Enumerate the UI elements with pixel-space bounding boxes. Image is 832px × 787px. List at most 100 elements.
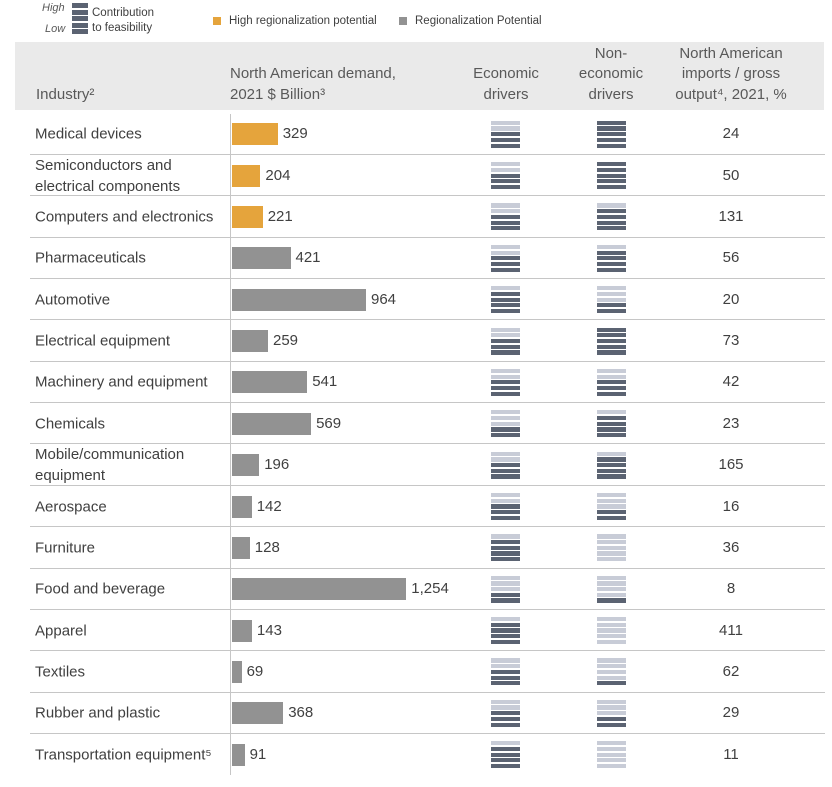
non-economic-driver-segment bbox=[597, 493, 626, 498]
economic-driver-segment bbox=[491, 132, 520, 137]
non-economic-driver-segment bbox=[597, 540, 626, 545]
demand-bar bbox=[232, 205, 263, 228]
demand-value-label: 69 bbox=[246, 662, 264, 680]
demand-bar bbox=[232, 619, 252, 642]
non-economic-driver-segment bbox=[597, 137, 626, 143]
non-economic-driver-indicator bbox=[597, 203, 626, 231]
economic-driver-indicator bbox=[491, 699, 520, 727]
demand-bar bbox=[232, 164, 261, 187]
economic-driver-indicator bbox=[491, 120, 520, 148]
scale-segment bbox=[72, 16, 88, 22]
economic-driver-segment bbox=[491, 498, 520, 503]
table-row: Electrical equipment 259 73 bbox=[0, 320, 832, 362]
non-economic-driver-indicator bbox=[597, 575, 626, 603]
economic-driver-segment bbox=[491, 297, 520, 302]
economic-driver-indicator bbox=[491, 493, 520, 520]
non-economic-driver-indicator bbox=[597, 120, 626, 148]
non-economic-driver-segment bbox=[597, 380, 626, 385]
demand-value-label: 541 bbox=[312, 373, 338, 391]
non-economic-driver-segment bbox=[597, 338, 626, 344]
row-divider bbox=[30, 319, 825, 321]
demand-value-label: 142 bbox=[256, 497, 282, 515]
non-economic-driver-segment bbox=[597, 711, 626, 716]
economic-driver-indicator bbox=[491, 741, 520, 769]
economic-driver-indicator bbox=[491, 658, 520, 686]
non-economic-driver-indicator bbox=[597, 286, 626, 314]
economic-driver-segment bbox=[491, 421, 520, 426]
industry-label: Furniture bbox=[35, 539, 96, 557]
industry-label: Mobile/communication equipment bbox=[35, 446, 185, 485]
economic-driver-segment bbox=[491, 711, 520, 716]
non-economic-driver-segment bbox=[597, 592, 626, 597]
economic-driver-segment bbox=[491, 474, 520, 479]
non-economic-driver-segment bbox=[597, 391, 626, 396]
economic-driver-segment bbox=[491, 214, 520, 220]
economic-driver-indicator bbox=[491, 203, 520, 231]
imports-share-value: 24 bbox=[722, 125, 740, 143]
economic-driver-indicator bbox=[491, 410, 520, 438]
industry-label: Apparel bbox=[35, 622, 87, 640]
non-economic-driver-segment bbox=[597, 705, 626, 710]
non-economic-driver-segment bbox=[597, 415, 626, 421]
row-divider bbox=[30, 732, 825, 734]
non-economic-driver-segment bbox=[597, 333, 626, 338]
non-economic-driver-segment bbox=[597, 203, 626, 208]
legend-item-potential: Regionalization Potential bbox=[399, 14, 542, 28]
industry-label: Electrical equipment bbox=[35, 332, 171, 350]
economic-driver-segment bbox=[491, 209, 520, 214]
non-economic-driver-indicator bbox=[597, 451, 626, 479]
economic-driver-indicator bbox=[491, 451, 520, 479]
industry-label: Aerospace bbox=[35, 498, 107, 515]
non-economic-driver-segment bbox=[597, 126, 626, 131]
table-row: Automotive 964 20 bbox=[0, 279, 832, 321]
industry-label: Food and beverage bbox=[35, 580, 166, 598]
non-economic-driver-segment bbox=[597, 261, 626, 267]
non-economic-driver-segment bbox=[597, 622, 626, 627]
imports-share-value: 11 bbox=[723, 745, 739, 763]
demand-value-label: 91 bbox=[249, 745, 267, 763]
economic-driver-segment bbox=[491, 639, 520, 645]
legend-label: High regionalization potential bbox=[229, 15, 377, 27]
economic-driver-segment bbox=[491, 575, 520, 580]
non-economic-driver-indicator bbox=[597, 617, 626, 645]
non-economic-driver-segment bbox=[597, 308, 626, 314]
economic-driver-segment bbox=[491, 137, 520, 143]
economic-driver-indicator bbox=[491, 534, 520, 562]
economic-driver-segment bbox=[491, 534, 520, 539]
table-row: Medical devices 329 24 bbox=[0, 114, 832, 155]
demand-bar bbox=[232, 288, 366, 311]
non-economic-driver-indicator bbox=[597, 162, 626, 190]
economic-driver-segment bbox=[491, 681, 520, 686]
economic-driver-segment bbox=[491, 581, 520, 586]
row-divider bbox=[30, 236, 825, 238]
feasibility-scale-icon bbox=[72, 3, 88, 35]
non-economic-driver-segment bbox=[597, 598, 626, 603]
non-economic-driver-segment bbox=[597, 162, 626, 167]
imports-share-value: 56 bbox=[722, 249, 740, 267]
row-divider bbox=[30, 484, 825, 486]
economic-driver-segment bbox=[491, 374, 520, 379]
economic-driver-segment bbox=[491, 622, 520, 627]
economic-driver-segment bbox=[491, 291, 520, 297]
economic-driver-segment bbox=[491, 752, 520, 757]
economic-driver-indicator bbox=[491, 617, 520, 645]
economic-driver-segment bbox=[491, 658, 520, 663]
economic-driver-segment bbox=[491, 664, 520, 669]
economic-driver-segment bbox=[491, 385, 520, 391]
non-economic-driver-segment bbox=[597, 716, 626, 722]
economic-driver-segment bbox=[491, 675, 520, 680]
economic-drivers-column-header: Economic drivers bbox=[473, 65, 539, 103]
economic-driver-segment bbox=[491, 587, 520, 592]
non-economic-driver-segment bbox=[597, 681, 626, 686]
non-economic-driver-segment bbox=[597, 575, 626, 580]
economic-driver-segment bbox=[491, 368, 520, 374]
non-economic-driver-segment bbox=[597, 286, 626, 291]
economic-driver-segment bbox=[491, 545, 520, 550]
row-divider bbox=[30, 526, 825, 528]
non-economic-driver-segment bbox=[597, 250, 626, 255]
economic-driver-indicator bbox=[491, 368, 520, 396]
economic-driver-segment bbox=[491, 143, 520, 148]
table-row: Furniture 128 36 bbox=[0, 527, 832, 569]
non-economic-driver-segment bbox=[597, 664, 626, 669]
economic-driver-segment bbox=[491, 350, 520, 355]
